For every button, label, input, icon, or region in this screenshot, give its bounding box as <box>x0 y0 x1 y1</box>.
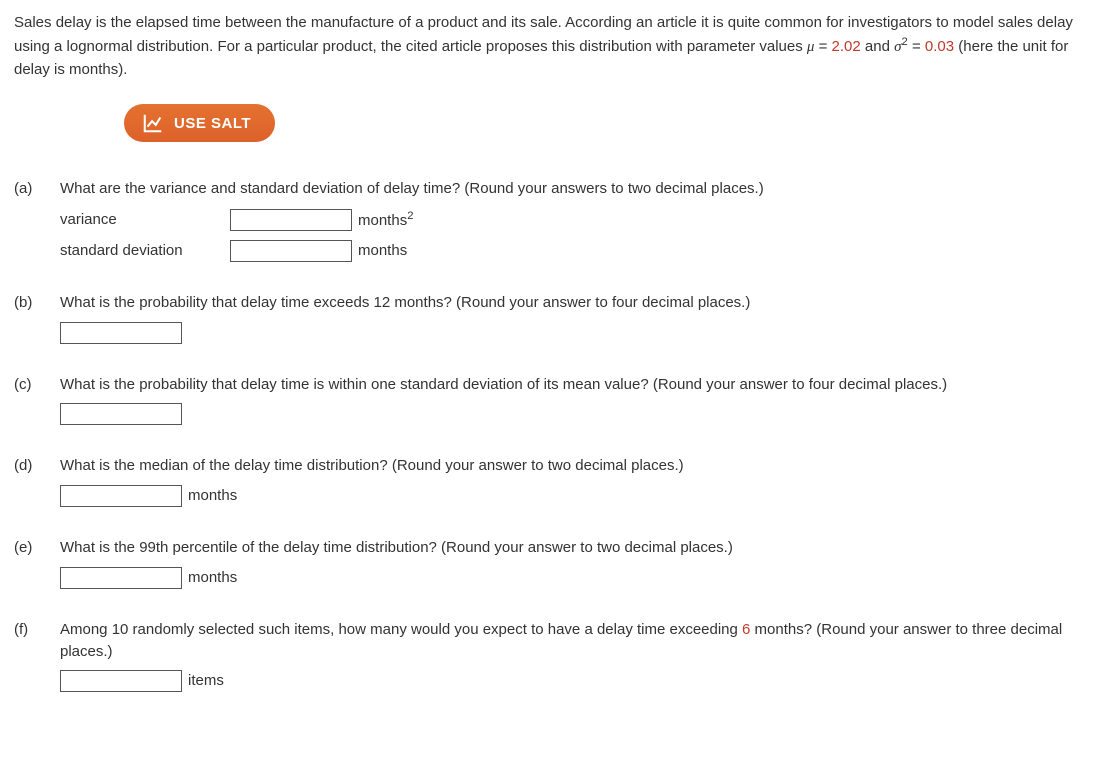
part-b: (b) What is the probability that delay t… <box>14 292 1106 344</box>
part-c-input[interactable] <box>60 403 182 425</box>
stddev-label: standard deviation <box>60 240 230 262</box>
stddev-input[interactable] <box>230 240 352 262</box>
sigma-value: 0.03 <box>925 38 954 55</box>
part-d-label: (d) <box>14 455 60 477</box>
eq1: = <box>814 38 831 55</box>
part-e-unit: months <box>188 567 237 589</box>
part-e: (e) What is the 99th percentile of the d… <box>14 537 1106 589</box>
part-e-input[interactable] <box>60 567 182 589</box>
part-e-label: (e) <box>14 537 60 559</box>
part-b-input[interactable] <box>60 322 182 344</box>
intro-mid: and <box>861 38 894 55</box>
use-salt-button[interactable]: USE SALT <box>124 104 275 142</box>
part-d-unit: months <box>188 485 237 507</box>
variance-unit: months2 <box>358 208 413 232</box>
part-f-input[interactable] <box>60 670 182 692</box>
variance-label: variance <box>60 209 230 231</box>
chart-icon <box>142 112 164 134</box>
part-a-prompt: What are the variance and standard devia… <box>60 178 1106 200</box>
part-f-unit: items <box>188 670 224 692</box>
part-d-prompt: What is the median of the delay time dis… <box>60 455 1106 477</box>
part-a-label: (a) <box>14 178 60 200</box>
part-c: (c) What is the probability that delay t… <box>14 374 1106 426</box>
part-c-label: (c) <box>14 374 60 396</box>
part-d: (d) What is the median of the delay time… <box>14 455 1106 507</box>
part-d-input[interactable] <box>60 485 182 507</box>
part-a-row-variance: variance months2 <box>60 208 1106 232</box>
sigma-symbol: σ <box>894 39 901 55</box>
part-c-prompt: What is the probability that delay time … <box>60 374 1106 396</box>
variance-input[interactable] <box>230 209 352 231</box>
part-b-prompt: What is the probability that delay time … <box>60 292 1106 314</box>
mu-value: 2.02 <box>832 38 861 55</box>
eq2: = <box>908 38 925 55</box>
problem-intro: Sales delay is the elapsed time between … <box>14 12 1106 80</box>
stddev-unit: months <box>358 240 407 262</box>
part-f-prompt: Among 10 randomly selected such items, h… <box>60 619 1106 663</box>
part-f: (f) Among 10 randomly selected such item… <box>14 619 1106 693</box>
part-a-row-stddev: standard deviation months <box>60 240 1106 262</box>
use-salt-label: USE SALT <box>174 115 251 132</box>
part-f-label: (f) <box>14 619 60 641</box>
part-b-label: (b) <box>14 292 60 314</box>
part-e-prompt: What is the 99th percentile of the delay… <box>60 537 1106 559</box>
part-a: (a) What are the variance and standard d… <box>14 178 1106 262</box>
